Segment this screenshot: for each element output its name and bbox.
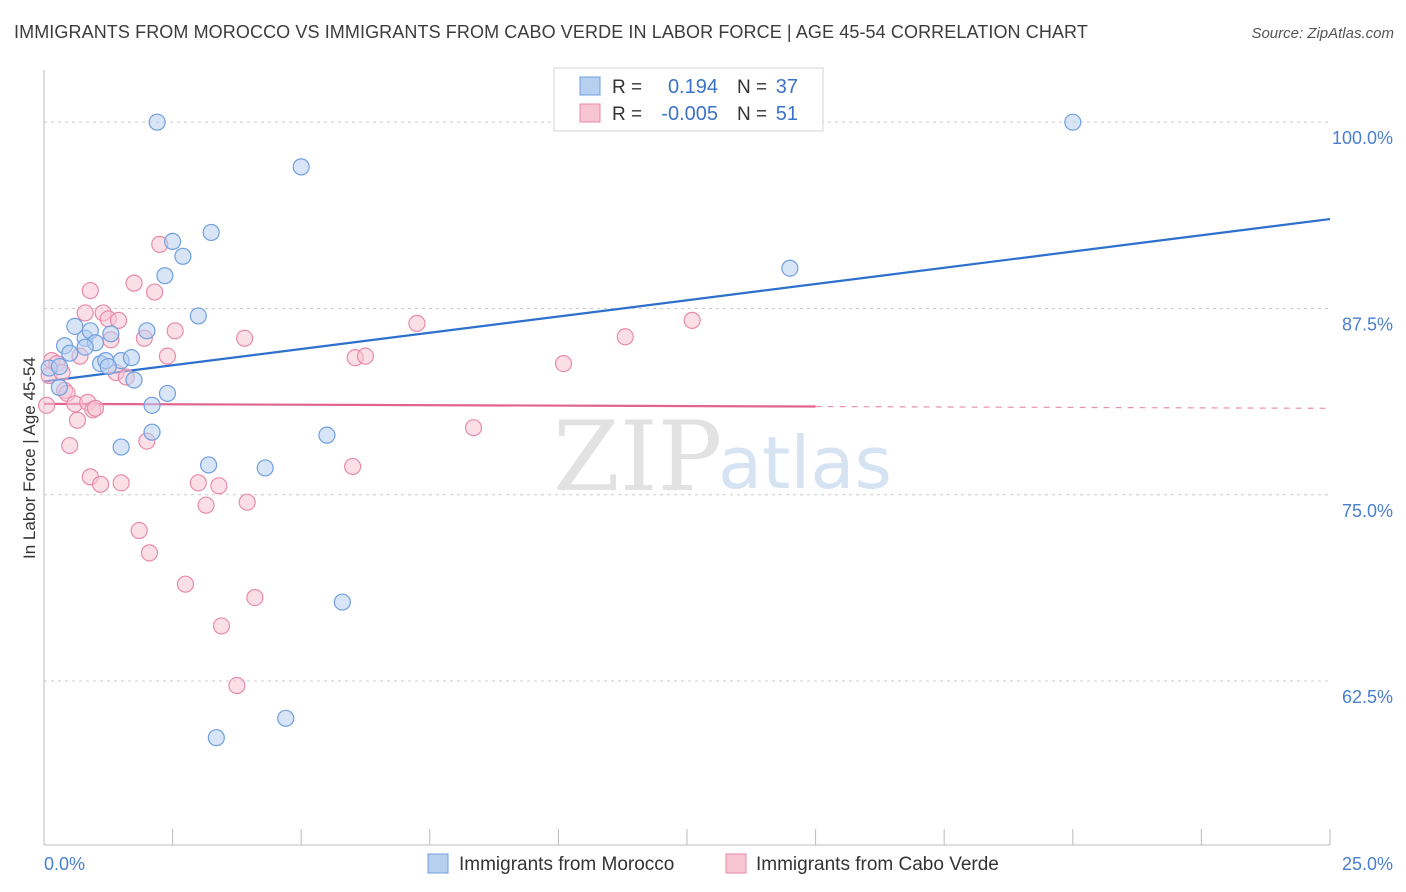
point-cabo-verde-48 bbox=[554, 355, 573, 373]
point-cabo-verde-49 bbox=[616, 328, 634, 346]
legend-swatch-morocco bbox=[579, 76, 601, 96]
point-morocco-13 bbox=[125, 371, 143, 389]
point-cabo-verde-16 bbox=[86, 399, 105, 417]
gridlines bbox=[44, 121, 1330, 682]
point-cabo-verde-30 bbox=[145, 283, 164, 301]
point-morocco-33 bbox=[1064, 113, 1082, 131]
data-points bbox=[37, 113, 1082, 747]
point-morocco-23 bbox=[189, 307, 207, 325]
legend-r-value-morocco: 0.194 bbox=[668, 76, 718, 98]
point-morocco-36 bbox=[50, 378, 69, 397]
point-morocco-35 bbox=[76, 338, 94, 356]
point-morocco-15 bbox=[138, 322, 156, 340]
x-tick-label-0: 0.0% bbox=[44, 854, 85, 874]
series-legend-label-morocco: Immigrants from Morocco bbox=[459, 854, 674, 875]
series-legend-label-cabo-verde: Immigrants from Cabo Verde bbox=[756, 854, 999, 875]
point-cabo-verde-40 bbox=[238, 493, 256, 511]
point-morocco-20 bbox=[158, 384, 177, 403]
trend-line-extension-cabo-verde bbox=[815, 405, 1331, 409]
point-morocco-22 bbox=[174, 247, 192, 265]
y-tick-label-0: 100.0% bbox=[1332, 128, 1393, 148]
point-cabo-verde-11 bbox=[76, 304, 94, 322]
point-cabo-verde-38 bbox=[212, 617, 231, 635]
point-morocco-16 bbox=[143, 423, 161, 441]
trend-line-cabo-verde bbox=[43, 402, 816, 408]
series-legend-swatch-cabo-verde bbox=[725, 853, 747, 874]
point-cabo-verde-0 bbox=[37, 396, 56, 414]
y-tick-label-2: 75.0% bbox=[1342, 501, 1393, 521]
point-morocco-3 bbox=[61, 344, 79, 362]
point-cabo-verde-26 bbox=[130, 521, 148, 540]
point-cabo-verde-42 bbox=[246, 588, 264, 607]
y-axis-label: In Labor Force | Age 45-54 bbox=[20, 357, 39, 559]
point-cabo-verde-35 bbox=[189, 474, 207, 492]
point-morocco-25 bbox=[202, 223, 220, 242]
point-morocco-19 bbox=[156, 267, 174, 285]
point-morocco-10 bbox=[102, 325, 120, 343]
point-cabo-verde-50 bbox=[683, 311, 701, 329]
watermark: ZIP atlas bbox=[553, 401, 892, 513]
legend-n-label-cabo-verde: N = bbox=[737, 104, 767, 125]
legend-n-value-morocco: 37 bbox=[776, 76, 798, 98]
point-cabo-verde-41 bbox=[236, 329, 254, 347]
legend-n-label-morocco: N = bbox=[737, 77, 767, 98]
point-cabo-verde-37 bbox=[210, 477, 228, 495]
y-tick-label-3: 62.5% bbox=[1342, 687, 1393, 707]
point-morocco-29 bbox=[292, 158, 310, 176]
point-morocco-31 bbox=[333, 593, 351, 611]
watermark-atlas: atlas bbox=[718, 421, 892, 505]
trend-line-morocco bbox=[43, 217, 1331, 383]
point-cabo-verde-13 bbox=[81, 281, 99, 300]
point-cabo-verde-46 bbox=[408, 314, 426, 332]
legend-r-label-morocco: R = bbox=[612, 77, 642, 98]
point-cabo-verde-22 bbox=[109, 311, 128, 329]
point-cabo-verde-9 bbox=[68, 411, 87, 429]
point-morocco-4 bbox=[66, 317, 84, 335]
point-morocco-12 bbox=[122, 349, 141, 367]
point-morocco-28 bbox=[277, 709, 295, 727]
point-cabo-verde-33 bbox=[166, 322, 184, 340]
legend-swatch-cabo-verde bbox=[579, 103, 601, 123]
point-morocco-18 bbox=[148, 113, 166, 131]
point-morocco-17 bbox=[143, 396, 161, 414]
series-legend: Immigrants from Morocco Immigrants from … bbox=[427, 853, 999, 875]
point-morocco-14 bbox=[112, 438, 130, 456]
y-tick-label-1: 87.5% bbox=[1342, 314, 1393, 334]
point-morocco-1 bbox=[50, 357, 69, 376]
trend-lines bbox=[43, 217, 1331, 409]
x-tick-label-1: 25.0% bbox=[1342, 854, 1393, 874]
point-morocco-32 bbox=[781, 259, 799, 277]
point-cabo-verde-47 bbox=[464, 419, 483, 437]
point-cabo-verde-17 bbox=[91, 475, 110, 493]
point-cabo-verde-23 bbox=[112, 474, 130, 492]
legend-r-label-cabo-verde: R = bbox=[612, 104, 642, 125]
watermark-zip: ZIP bbox=[553, 401, 722, 513]
point-morocco-30 bbox=[318, 426, 336, 444]
point-morocco-34 bbox=[99, 357, 117, 376]
point-cabo-verde-36 bbox=[197, 496, 215, 514]
chart-source: Source: ZipAtlas.com bbox=[1251, 25, 1394, 42]
point-cabo-verde-32 bbox=[158, 347, 177, 365]
correlation-legend: R = 0.194 N = 37 R = -0.005 N = 51 bbox=[553, 67, 824, 132]
point-cabo-verde-7 bbox=[61, 436, 79, 455]
point-morocco-21 bbox=[164, 232, 182, 250]
point-cabo-verde-44 bbox=[356, 347, 375, 365]
point-cabo-verde-39 bbox=[228, 676, 246, 695]
series-legend-swatch-morocco bbox=[427, 853, 449, 874]
point-morocco-27 bbox=[256, 459, 274, 477]
legend-n-value-cabo-verde: 51 bbox=[776, 103, 798, 125]
point-morocco-24 bbox=[200, 456, 218, 474]
point-cabo-verde-34 bbox=[176, 575, 195, 593]
point-cabo-verde-29 bbox=[140, 544, 159, 562]
axes: 100.0% 87.5% 75.0% 62.5% 0.0% 25.0% bbox=[43, 70, 1393, 874]
chart-title: IMMIGRANTS FROM MOROCCO VS IMMIGRANTS FR… bbox=[14, 22, 1088, 42]
point-cabo-verde-25 bbox=[125, 274, 143, 292]
point-cabo-verde-45 bbox=[344, 457, 362, 476]
point-morocco-26 bbox=[207, 729, 225, 747]
legend-r-value-cabo-verde: -0.005 bbox=[661, 103, 718, 125]
